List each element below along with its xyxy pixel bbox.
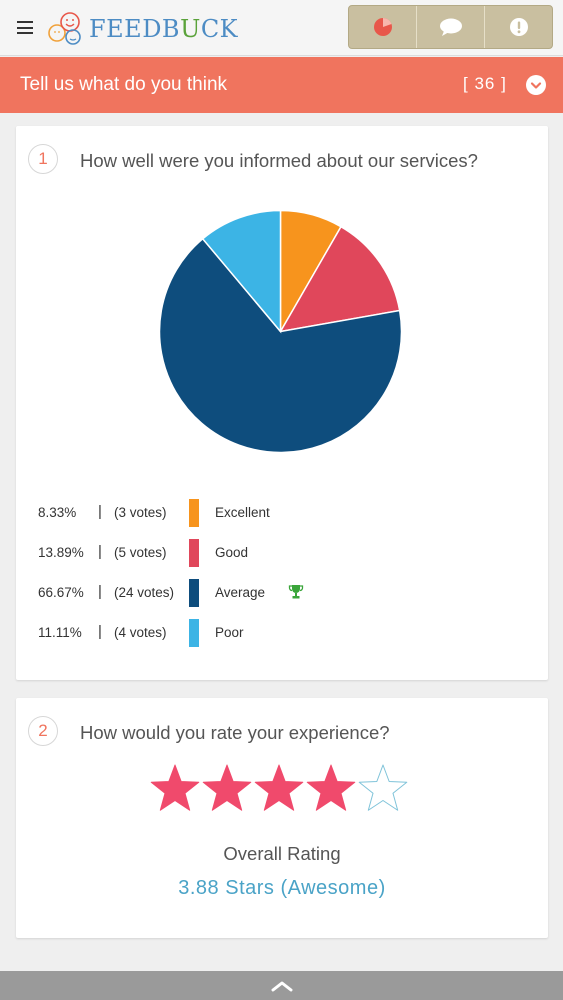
legend-row: 66.67% | (24 votes) Average bbox=[38, 579, 338, 607]
chat-bubble-icon bbox=[439, 18, 462, 36]
star-rating bbox=[150, 764, 408, 811]
legend-votes: (24 votes) bbox=[114, 585, 175, 600]
legend-swatch bbox=[189, 499, 199, 527]
legend-label: Poor bbox=[215, 625, 244, 640]
legend-swatch bbox=[189, 539, 199, 567]
legend-separator: | bbox=[98, 583, 102, 600]
trophy-icon bbox=[288, 585, 304, 599]
legend-row: 13.89% | (5 votes) Good bbox=[38, 539, 338, 567]
pie-slice-average[interactable] bbox=[158, 237, 403, 454]
legend-separator: | bbox=[98, 623, 102, 640]
legend-row: 11.11% | (4 votes) Poor bbox=[38, 619, 338, 647]
app-bar: FEEDBUCK bbox=[0, 0, 563, 56]
pie-chart-icon bbox=[373, 17, 392, 36]
bottom-expand-bar[interactable] bbox=[0, 971, 563, 1000]
legend-votes: (5 votes) bbox=[114, 545, 167, 560]
legend-votes: (4 votes) bbox=[114, 625, 167, 640]
feedbuck-logo-icon bbox=[48, 12, 81, 45]
info-tab-button[interactable] bbox=[484, 6, 552, 48]
question-card-2: 2 How would you rate your experience? Ov… bbox=[16, 698, 548, 938]
legend-separator: | bbox=[98, 543, 102, 560]
legend-label: Average bbox=[215, 585, 266, 600]
chevron-up-icon bbox=[271, 981, 293, 992]
star-filled-icon bbox=[306, 764, 356, 811]
legend-row: 8.33% | (3 votes) Excellent bbox=[38, 499, 338, 527]
legend-swatch bbox=[189, 619, 199, 647]
alert-icon bbox=[509, 18, 528, 36]
legend-swatch bbox=[189, 579, 199, 607]
pie-slice-poor[interactable] bbox=[201, 209, 282, 334]
legend-separator: | bbox=[98, 503, 102, 520]
question-card-1: 1 How well were you informed about our s… bbox=[16, 126, 548, 680]
legend-percent: 11.11% bbox=[38, 625, 82, 640]
question-text: How would you rate your experience? bbox=[80, 722, 390, 743]
star-filled-icon bbox=[254, 764, 304, 811]
results-tab-button[interactable] bbox=[349, 6, 416, 48]
pie-chart bbox=[158, 209, 403, 454]
legend-votes: (3 votes) bbox=[114, 505, 167, 520]
app-logo-text: FEEDBUCK bbox=[89, 15, 239, 43]
survey-header: Tell us what do you think [ 36 ] bbox=[0, 57, 563, 113]
question-number: 2 bbox=[28, 716, 58, 746]
overall-rating-value: 3.88 Stars (Awesome) bbox=[178, 877, 386, 899]
legend-percent: 8.33% bbox=[38, 505, 77, 520]
hamburger-menu-icon[interactable] bbox=[17, 21, 33, 34]
pie-slice-good[interactable] bbox=[279, 225, 401, 333]
comments-tab-button[interactable] bbox=[416, 6, 484, 48]
star-filled-icon bbox=[202, 764, 252, 811]
star-filled-icon bbox=[150, 764, 200, 811]
star-empty-icon bbox=[358, 764, 408, 811]
expand-header-button[interactable] bbox=[526, 75, 546, 95]
legend-label: Excellent bbox=[215, 505, 270, 520]
toolbar bbox=[348, 5, 553, 49]
legend-percent: 66.67% bbox=[38, 585, 84, 600]
question-number: 1 bbox=[28, 144, 58, 174]
legend-percent: 13.89% bbox=[38, 545, 84, 560]
question-text: How well were you informed about our ser… bbox=[80, 150, 478, 171]
survey-title: Tell us what do you think bbox=[20, 74, 228, 95]
legend-label: Good bbox=[215, 545, 249, 560]
response-count: [ 36 ] bbox=[463, 74, 507, 93]
chevron-down-icon bbox=[530, 82, 542, 89]
overall-rating-label: Overall Rating bbox=[223, 843, 341, 864]
